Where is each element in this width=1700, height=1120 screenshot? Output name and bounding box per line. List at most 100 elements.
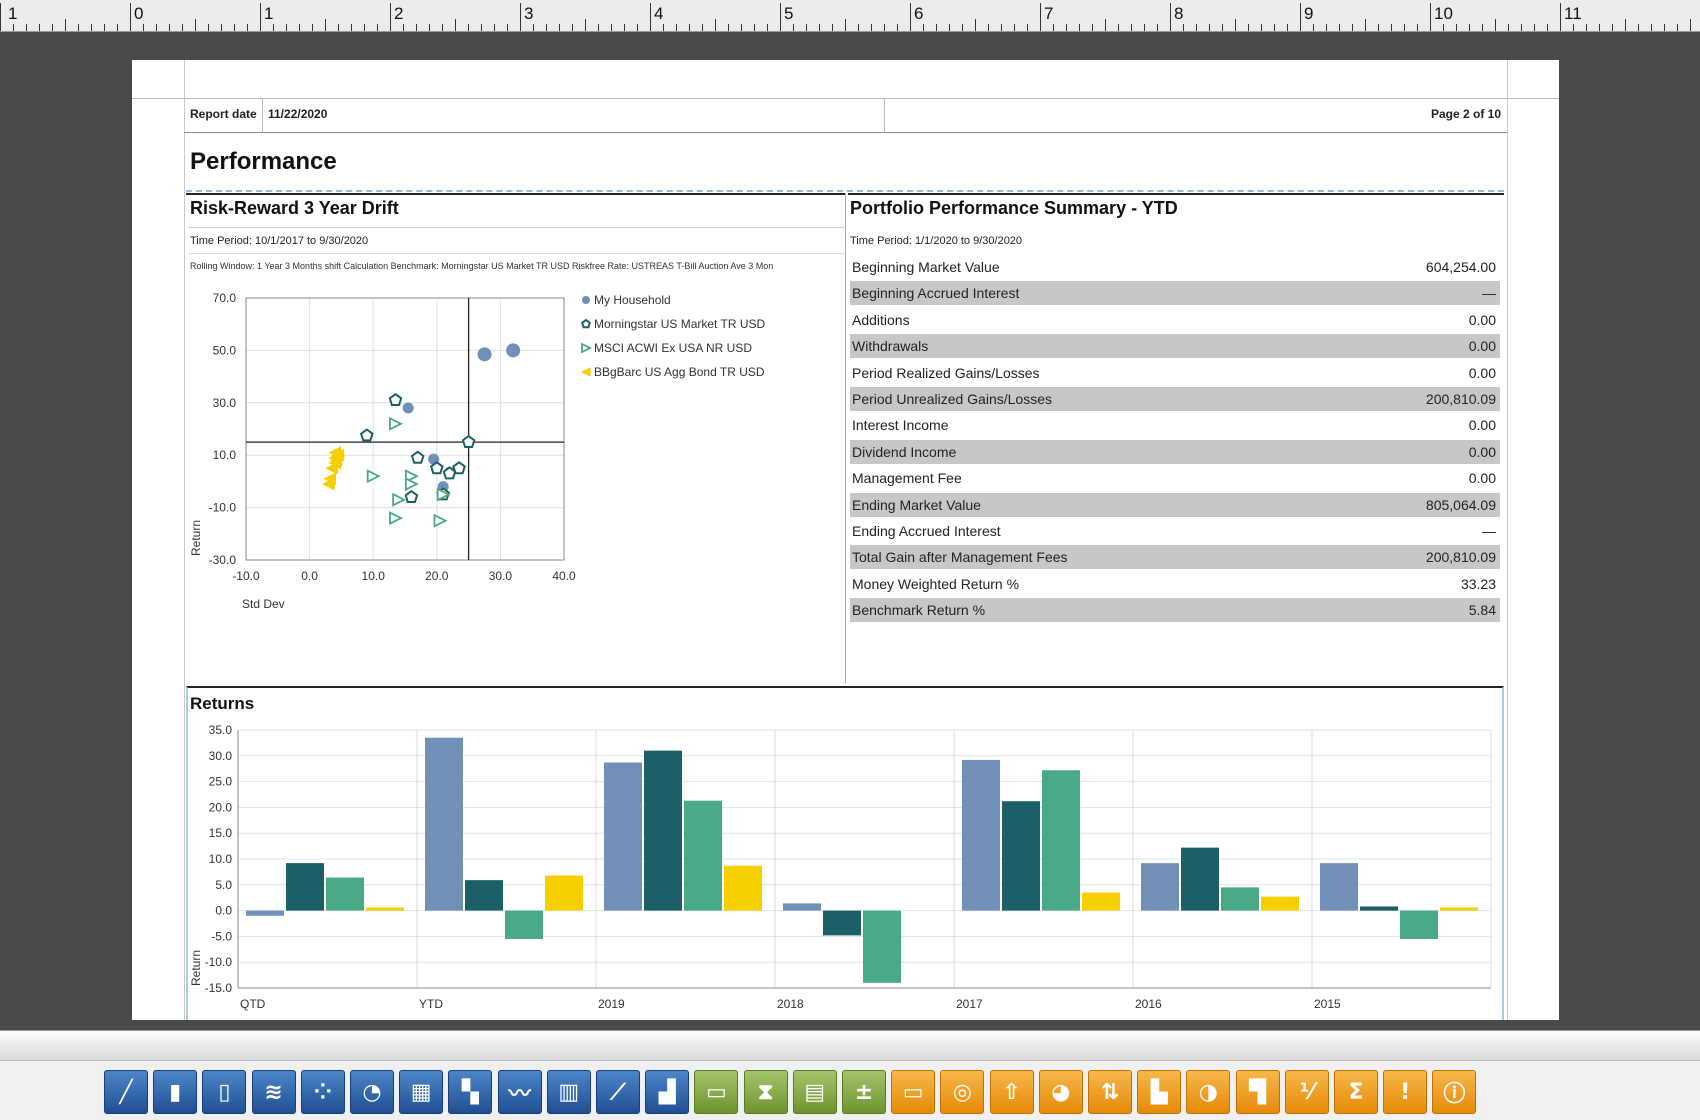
summary-row: Additions 0.00 [850, 308, 1500, 332]
sigma-icon[interactable]: Σ [1334, 1070, 1378, 1114]
steps-icon[interactable]: ▜ [1235, 1070, 1280, 1114]
alert-circle-icon[interactable]: ⓘ [1432, 1070, 1477, 1114]
summary-row: Money Weighted Return % 33.23 [850, 572, 1500, 596]
multi-line-icon[interactable]: 〰 [497, 1070, 542, 1114]
summary-row: Ending Accrued Interest — [850, 519, 1500, 543]
bar-chart-icon[interactable]: ▮ [153, 1070, 198, 1114]
pie-split-icon[interactable]: ◑ [1186, 1070, 1231, 1114]
bar [783, 903, 821, 911]
x-axis-title: Std Dev [242, 597, 285, 611]
legend-marker [580, 367, 591, 377]
factory-icon[interactable]: ▙ [1137, 1070, 1182, 1114]
scatter-point [452, 461, 466, 475]
scatter-point [389, 416, 403, 431]
heatmap-icon[interactable]: ▚ [448, 1070, 493, 1114]
bar [545, 875, 583, 911]
summary-row: Period Unrealized Gains/Losses 200,810.09 [850, 387, 1500, 411]
summary-row-label: Period Unrealized Gains/Losses [852, 391, 1052, 407]
scatter-point [461, 434, 476, 448]
stacked-area-icon[interactable]: ≋ [251, 1070, 296, 1114]
bar [604, 762, 642, 911]
ratio-icon[interactable]: ⅟ [1284, 1070, 1329, 1114]
toolbar-strip [0, 1031, 1700, 1061]
ruler-mark: 10 [1434, 4, 1453, 23]
scatter-point [366, 469, 381, 484]
plus-minus-icon[interactable]: ± [842, 1070, 886, 1114]
bar [1181, 847, 1219, 911]
summary-row-label: Additions [852, 311, 910, 328]
panel-divider [845, 193, 846, 683]
y-tick-label: 20.0 [209, 800, 233, 814]
summary-row-value: — [1482, 523, 1496, 539]
y-tick-label: 5.0 [215, 878, 232, 892]
y-tick-label: -10.0 [205, 955, 233, 969]
bar [425, 737, 463, 911]
report-date-value: 11/22/2020 [268, 107, 328, 121]
histogram-icon[interactable]: ▥ [546, 1070, 591, 1114]
hourglass-icon[interactable]: ⧗ [743, 1070, 788, 1114]
scatter-point [506, 343, 521, 358]
x-tick-label: 30.0 [489, 569, 513, 583]
table-icon[interactable]: ▦ [399, 1070, 444, 1114]
y-tick-label: 10.0 [213, 448, 237, 462]
drift-line-icon[interactable]: ⟋ [596, 1070, 640, 1114]
x-tick-label: 2019 [598, 997, 625, 1011]
risk-period-rule [188, 253, 844, 254]
summary-row: Beginning Market Value 604,254.00 [850, 255, 1500, 279]
summary-time-period: Time Period: 1/1/2020 to 9/30/2020 [850, 235, 1023, 247]
summary-row-label: Ending Market Value [852, 496, 981, 513]
y-axis-title: Return [189, 950, 203, 986]
page-top-guide [132, 98, 1559, 99]
pie-orange-icon[interactable]: ◕ [1038, 1070, 1083, 1114]
scatter-point [436, 487, 451, 502]
summary-row: Beginning Accrued Interest — [850, 281, 1500, 306]
scatter-point [402, 402, 414, 414]
alert-icon[interactable]: ! [1383, 1070, 1428, 1114]
summary-row-value: 200,810.09 [1425, 549, 1496, 566]
summary-title: Portfolio Performance Summary - YTD [850, 198, 1178, 218]
scatter-point [389, 511, 403, 526]
summary-row-value: 0.00 [1468, 364, 1496, 381]
y-tick-label: 50.0 [213, 343, 237, 357]
summary-row-value: 0.00 [1468, 443, 1496, 460]
risk-title-rule [188, 227, 844, 228]
summary-row: Total Gain after Management Fees 200,810.… [850, 545, 1500, 570]
bar [962, 759, 1000, 911]
bar [644, 750, 682, 911]
ruler-mark: 5 [784, 4, 794, 23]
margin-line-right [1507, 60, 1508, 1020]
ruler-mark: 8 [1174, 4, 1184, 23]
summary-row-value: 0.00 [1468, 417, 1496, 434]
scatter-icon[interactable]: ⁘ [300, 1070, 345, 1114]
line-chart-icon[interactable]: ╱ [104, 1070, 148, 1114]
area-chart-icon[interactable]: ▟ [645, 1070, 690, 1114]
summary-row-value: 0.00 [1468, 311, 1496, 328]
bar [1082, 892, 1120, 911]
margin-line-left [184, 60, 185, 1020]
y-axis-title: Return [189, 520, 203, 556]
bar [1261, 896, 1299, 911]
risk-panel-top-rule [186, 193, 846, 195]
arrow-down-up-icon[interactable]: ⇅ [1088, 1070, 1132, 1114]
target-icon[interactable]: ◎ [940, 1070, 985, 1114]
risk-settings: Rolling Window: 1 Year 3 Months shift Ca… [190, 261, 774, 271]
ruler-mark: 1 [8, 4, 18, 23]
y-tick-label: -15.0 [205, 981, 233, 995]
summary-row: Withdrawals 0.00 [850, 334, 1500, 359]
plot-frame [245, 297, 565, 561]
scatter-point [477, 347, 492, 362]
bar [1042, 770, 1080, 911]
upload-icon[interactable]: ⇧ [989, 1070, 1034, 1114]
pie-chart-icon[interactable]: ◔ [350, 1070, 394, 1114]
summary-row-label: Beginning Market Value [852, 259, 1000, 275]
ruler-mark: 0 [134, 4, 144, 23]
bar [724, 865, 762, 911]
bar [1002, 801, 1040, 911]
document-icon[interactable]: ▤ [792, 1070, 837, 1114]
folder-icon[interactable]: ▭ [891, 1070, 936, 1114]
scatter-point [329, 454, 343, 467]
summary-row-value: 200,810.09 [1425, 391, 1496, 407]
column-chart-icon[interactable]: ▯ [202, 1070, 247, 1114]
folder-open-icon[interactable]: ▭ [694, 1070, 739, 1114]
header-bottom-rule [184, 132, 1507, 133]
